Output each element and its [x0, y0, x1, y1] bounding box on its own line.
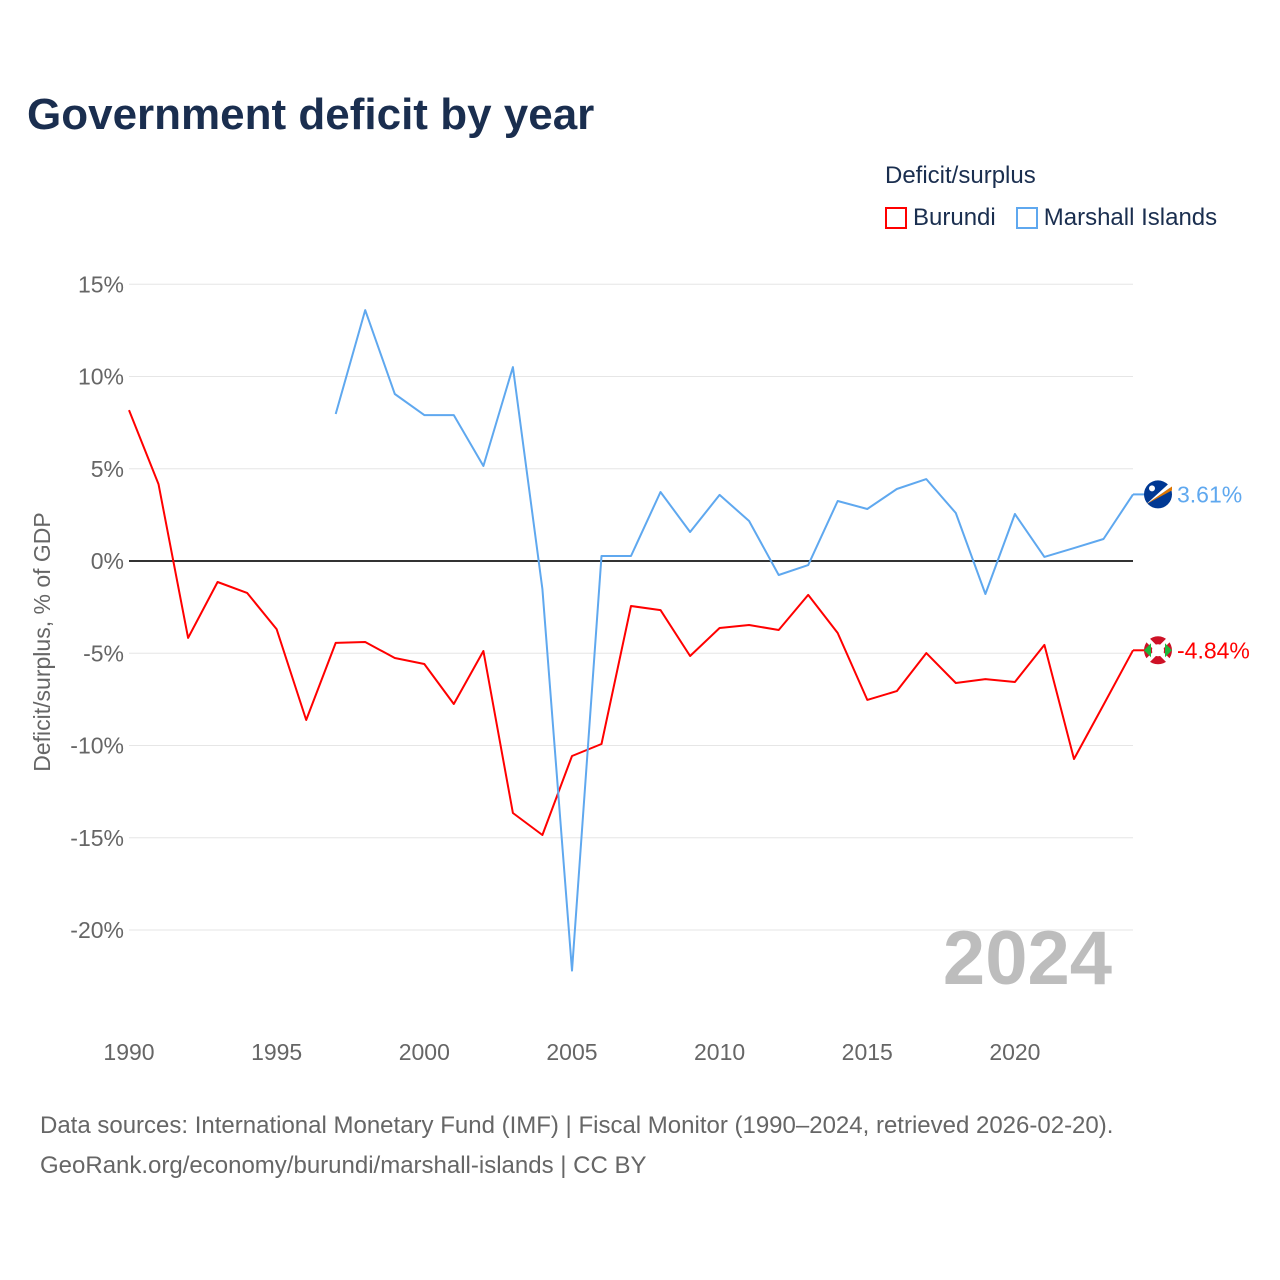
source-note: Data sources: International Monetary Fun… [40, 1106, 1113, 1186]
legend: Burundi Marshall Islands [885, 204, 1217, 232]
burundi-flag-icon [1142, 634, 1174, 667]
flag-star [1149, 485, 1155, 492]
y-tick-label: -15% [70, 825, 124, 851]
end-value-label: -4.84% [1177, 637, 1250, 663]
x-tick-label: 2020 [989, 1039, 1040, 1065]
legend-swatch [885, 207, 907, 229]
x-tick-label: 2000 [399, 1039, 450, 1065]
x-tick-label: 1995 [251, 1039, 302, 1065]
chart-title: Government deficit by year [27, 90, 595, 139]
y-tick-label: -5% [83, 640, 124, 666]
source-line: Data sources: International Monetary Fun… [40, 1112, 1114, 1139]
x-tick-label: 2015 [842, 1039, 893, 1065]
flag-disc [1152, 644, 1164, 657]
year-watermark: 2024 [943, 916, 1112, 1001]
legend-item-burundi[interactable]: Burundi [885, 204, 996, 232]
legend-item-marshall-islands[interactable]: Marshall Islands [1015, 204, 1218, 232]
legend-label: Marshall Islands [1043, 204, 1218, 231]
legend-swatch [1015, 207, 1038, 229]
y-tick-label: 5% [91, 456, 124, 482]
flag-white [1146, 484, 1172, 505]
end-value-label: 3.61% [1177, 481, 1242, 507]
series-line-burundi [128, 409, 1134, 836]
source-link[interactable]: GeoRank.org/economy/burundi/marshall-isl… [40, 1152, 647, 1179]
y-tick-label: -20% [70, 917, 124, 943]
legend-title: Deficit/surplus [885, 162, 1036, 189]
marshall-islands-flag-icon [1144, 480, 1172, 509]
y-tick-label: 15% [78, 271, 124, 297]
x-tick-label: 2010 [694, 1039, 745, 1065]
y-tick-label: -10% [70, 733, 124, 759]
y-axis-label: Deficit/surplus, % of GDP [29, 512, 55, 771]
y-tick-label: 0% [91, 548, 124, 574]
series-line-marshall-islands [334, 309, 1134, 972]
legend-label: Burundi [913, 204, 996, 231]
flag-green [1144, 643, 1172, 658]
y-tick-label: 10% [78, 364, 124, 390]
x-tick-label: 2005 [546, 1039, 597, 1065]
x-tick-label: 1990 [103, 1039, 154, 1065]
